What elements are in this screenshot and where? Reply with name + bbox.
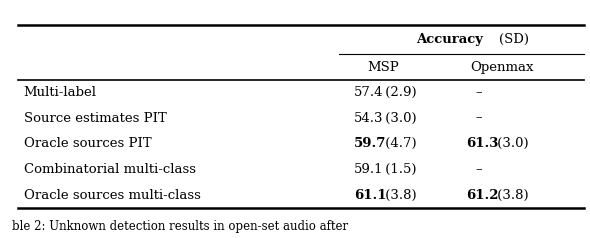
Text: (SD): (SD)	[499, 33, 529, 46]
Text: ble 2: Unknown detection results in open-set audio after: ble 2: Unknown detection results in open…	[12, 220, 348, 233]
Text: (1.5): (1.5)	[381, 163, 417, 176]
Text: Source estimates PIT: Source estimates PIT	[24, 112, 166, 124]
Text: Oracle sources PIT: Oracle sources PIT	[24, 137, 151, 150]
Text: (4.7): (4.7)	[381, 137, 417, 150]
Text: 61.3: 61.3	[466, 137, 499, 150]
Text: –: –	[475, 163, 481, 176]
Text: 61.1: 61.1	[354, 189, 386, 202]
Text: (3.0): (3.0)	[381, 112, 417, 124]
Text: Oracle sources multi-class: Oracle sources multi-class	[24, 189, 201, 202]
Text: 61.2: 61.2	[466, 189, 499, 202]
Text: 57.4: 57.4	[354, 86, 384, 99]
Text: 54.3: 54.3	[354, 112, 384, 124]
Text: (3.8): (3.8)	[493, 189, 529, 202]
Text: Openmax: Openmax	[470, 61, 533, 74]
Text: –: –	[475, 86, 481, 99]
Text: 59.7: 59.7	[354, 137, 386, 150]
Text: (3.8): (3.8)	[381, 189, 417, 202]
Text: (2.9): (2.9)	[381, 86, 417, 99]
Text: –: –	[475, 112, 481, 124]
Text: (3.0): (3.0)	[493, 137, 529, 150]
Text: 59.1: 59.1	[354, 163, 384, 176]
Text: MSP: MSP	[368, 61, 399, 74]
Text: Multi-label: Multi-label	[24, 86, 97, 99]
Text: Combinatorial multi-class: Combinatorial multi-class	[24, 163, 196, 176]
Text: Accuracy: Accuracy	[417, 33, 483, 46]
